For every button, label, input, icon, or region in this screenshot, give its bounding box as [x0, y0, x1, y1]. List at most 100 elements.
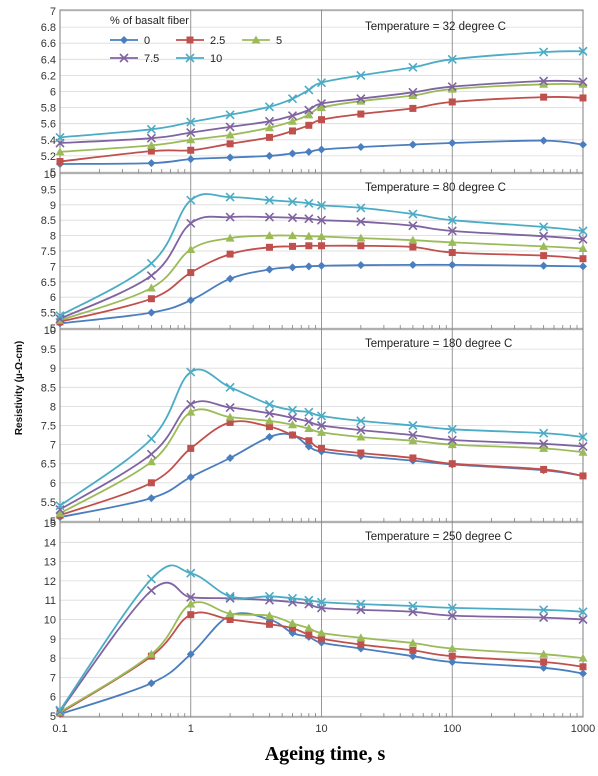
- data-point: [146, 283, 156, 292]
- data-point: [225, 233, 235, 242]
- data-point: [226, 274, 235, 283]
- data-point: [408, 652, 417, 661]
- x-tick-label: 0.1: [52, 723, 67, 735]
- data-point: [225, 382, 235, 392]
- data-point: [304, 623, 314, 632]
- data-point: [356, 143, 365, 152]
- data-point: [146, 271, 156, 281]
- data-point: [539, 47, 549, 57]
- y-tick-label: 13: [44, 557, 56, 569]
- data-point: [357, 242, 365, 250]
- legend-entry: 7.5: [110, 53, 159, 65]
- data-point: [146, 434, 156, 444]
- data-point: [447, 82, 457, 92]
- data-point: [408, 209, 418, 219]
- data-point: [186, 296, 195, 305]
- data-point: [264, 591, 275, 601]
- data-point: [408, 638, 418, 647]
- data-point: [356, 94, 366, 104]
- data-point: [447, 54, 457, 64]
- data-point: [316, 411, 327, 421]
- data-point: [578, 244, 588, 253]
- data-point: [447, 237, 457, 246]
- data-point: [356, 96, 366, 105]
- y-tick-label: 9: [50, 634, 56, 646]
- data-point: [578, 447, 588, 456]
- data-point: [146, 449, 156, 459]
- data-point: [147, 159, 156, 168]
- data-point: [304, 231, 314, 240]
- data-point: [539, 443, 549, 452]
- data-point: [408, 430, 418, 440]
- data-point: [317, 103, 326, 112]
- data-point: [579, 669, 587, 678]
- legend-title: % of basalt fiber: [110, 15, 189, 27]
- data-point: [225, 122, 235, 132]
- data-point: [187, 146, 195, 154]
- data-point: [287, 420, 297, 429]
- y-tick-label: 5.5: [41, 308, 56, 320]
- y-axis-label: Resistivity (µ-Ω-cm): [14, 341, 25, 435]
- data-point: [264, 611, 274, 620]
- data-point: [317, 427, 326, 436]
- data-point: [304, 214, 314, 224]
- data-point: [539, 222, 549, 232]
- data-point: [409, 646, 417, 654]
- data-point: [288, 149, 297, 158]
- series-7_5: [55, 76, 588, 148]
- series-10: [55, 564, 588, 715]
- legend-label: 2.5: [210, 35, 225, 47]
- data-point: [356, 432, 366, 441]
- legend-entry: 5: [242, 35, 282, 47]
- legend-label: 5: [276, 35, 282, 47]
- data-point: [265, 432, 274, 441]
- data-point: [316, 99, 327, 109]
- data-point: [147, 295, 155, 303]
- data-point: [186, 127, 196, 138]
- series-7_5: [55, 212, 588, 324]
- data-point: [579, 255, 587, 263]
- data-point: [146, 585, 156, 596]
- legend-marker: [186, 36, 194, 44]
- y-tick-label: 6.2: [41, 70, 56, 82]
- data-point: [146, 457, 156, 466]
- data-point: [578, 441, 588, 452]
- data-point: [318, 635, 325, 643]
- data-point: [264, 595, 275, 605]
- data-point: [264, 195, 275, 205]
- y-tick-label: 5: [50, 711, 56, 723]
- data-point: [578, 432, 588, 442]
- data-point: [304, 198, 314, 208]
- data-point: [225, 412, 235, 421]
- legend-marker: [119, 53, 129, 63]
- data-point: [187, 269, 195, 277]
- data-point: [146, 649, 156, 658]
- data-point: [408, 420, 418, 431]
- y-tick-label: 7: [50, 6, 56, 18]
- data-point: [447, 603, 457, 613]
- data-point: [409, 454, 417, 462]
- data-point: [288, 624, 296, 632]
- data-point: [579, 94, 587, 102]
- data-point: [186, 195, 196, 205]
- y-tick-label: 15: [44, 518, 56, 530]
- series-7_5: [55, 399, 588, 515]
- data-point: [265, 265, 274, 274]
- data-point: [578, 226, 588, 236]
- data-point: [265, 243, 273, 251]
- data-point: [448, 260, 457, 269]
- data-point: [55, 508, 65, 517]
- data-point: [55, 311, 65, 321]
- y-tick-label: 6: [50, 478, 56, 490]
- data-point: [356, 633, 366, 642]
- data-point: [186, 599, 196, 608]
- data-point: [146, 258, 156, 268]
- legend-entry: 10: [176, 53, 222, 65]
- data-point: [579, 262, 587, 271]
- data-point: [408, 91, 418, 100]
- data-point: [288, 431, 296, 439]
- data-point: [408, 140, 417, 149]
- data-point: [448, 249, 456, 257]
- data-point: [305, 242, 313, 250]
- legend-marker: [120, 36, 128, 44]
